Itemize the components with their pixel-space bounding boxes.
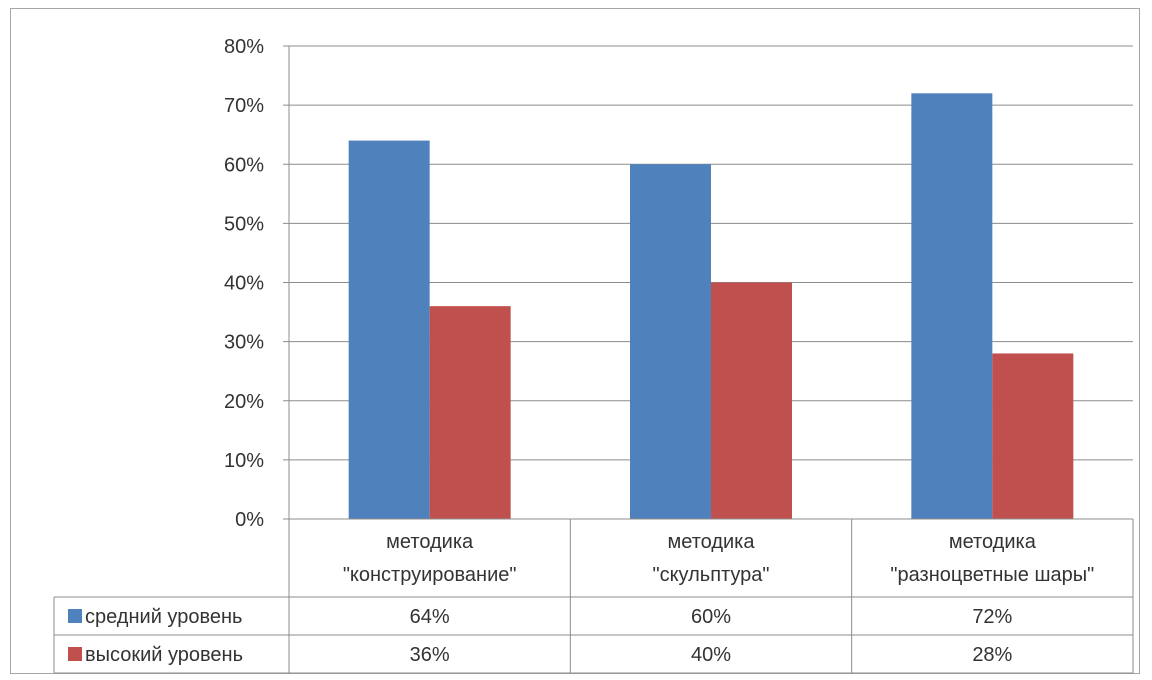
bar-high-level: [992, 353, 1074, 519]
data-label: 36%: [410, 644, 450, 666]
y-tick-label: 10%: [224, 450, 264, 472]
y-tick-label: 70%: [224, 95, 264, 117]
y-tick-label: 0%: [235, 509, 264, 531]
data-label: 72%: [972, 606, 1012, 628]
category-label: методика: [668, 531, 756, 553]
series-name: высокий уровень: [85, 644, 243, 666]
y-tick-label: 50%: [224, 213, 264, 235]
data-label: 60%: [691, 606, 731, 628]
series-name: средний уровень: [85, 606, 242, 628]
bar-high-level: [429, 306, 511, 519]
data-label: 40%: [691, 644, 731, 666]
y-tick-label: 30%: [224, 332, 264, 354]
data-label: 64%: [410, 606, 450, 628]
legend-key: [68, 647, 82, 661]
category-label: "разноцветные шары": [890, 564, 1094, 586]
legend-key: [68, 609, 82, 623]
bar-medium-level: [911, 93, 993, 520]
category-label: "конструирование": [343, 564, 517, 586]
data-label: 28%: [972, 644, 1012, 666]
category-label: "скульптура": [652, 564, 769, 586]
bar-medium-level: [348, 140, 430, 519]
y-tick-label: 80%: [224, 36, 264, 58]
y-tick-label: 40%: [224, 273, 264, 295]
category-label: методика: [386, 531, 474, 553]
y-tick-label: 20%: [224, 391, 264, 413]
bar-medium-level: [630, 164, 711, 519]
bar-high-level: [711, 282, 792, 519]
y-tick-label: 60%: [224, 154, 264, 176]
category-label: методика: [949, 531, 1037, 553]
